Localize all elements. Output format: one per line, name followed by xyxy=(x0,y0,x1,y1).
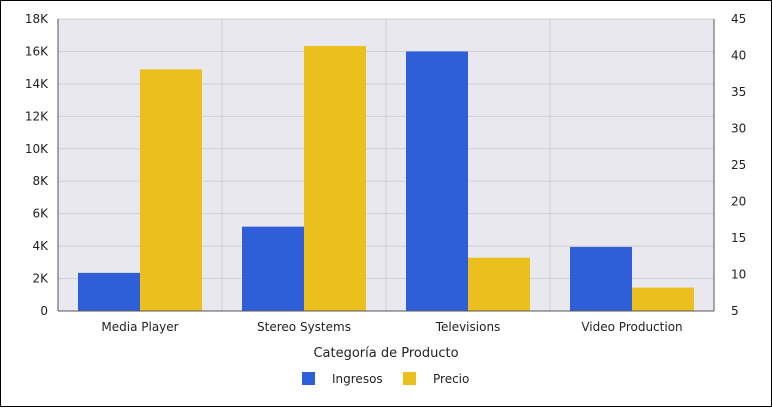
x-category-label: Media Player xyxy=(101,320,178,334)
x-category-label: Stereo Systems xyxy=(257,320,351,334)
y-tick-label: 12K xyxy=(25,109,49,123)
y2-tick-label: 45 xyxy=(731,12,746,26)
y2-tick-label: 25 xyxy=(731,158,746,172)
x-category-label: Video Production xyxy=(581,320,682,334)
bar-precio-stereo-systems xyxy=(304,46,366,311)
bar-ingresos-media-player xyxy=(78,272,140,311)
bar-precio-televisions xyxy=(468,257,530,311)
y2-tick-label: 20 xyxy=(731,195,746,209)
x-category-label: Televisions xyxy=(435,320,501,334)
y-tick-label: 0 xyxy=(40,304,48,318)
y-tick-label: 10K xyxy=(25,142,49,156)
y-tick-label: 6K xyxy=(32,207,49,221)
y2-tick-label: 15 xyxy=(731,231,746,245)
legend-swatch-precio xyxy=(403,372,416,385)
y2-tick-label: 35 xyxy=(731,85,746,99)
y2-tick-label: 40 xyxy=(731,49,746,63)
y2-tick-label: 5 xyxy=(731,304,739,318)
y-tick-label: 8K xyxy=(32,174,49,188)
bar-ingresos-stereo-systems xyxy=(242,226,304,311)
y-tick-label: 18K xyxy=(25,12,49,26)
bar-precio-media-player xyxy=(140,69,202,312)
legend-label-precio: Precio xyxy=(433,372,469,386)
y-tick-label: 16K xyxy=(25,44,49,58)
legend-swatch-ingresos xyxy=(302,372,315,385)
bar-precio-video-production xyxy=(632,287,694,311)
y2-tick-label: 30 xyxy=(731,122,746,136)
x-axis-title: Categoría de Producto xyxy=(313,346,458,361)
bar-ingresos-televisions xyxy=(406,51,468,311)
y-tick-label: 14K xyxy=(25,77,49,91)
bar-ingresos-video-production xyxy=(570,246,632,311)
y2-tick-label: 10 xyxy=(731,268,746,282)
y-tick-label: 2K xyxy=(32,272,49,286)
y-tick-label: 4K xyxy=(32,239,49,253)
legend-label-ingresos: Ingresos xyxy=(332,372,383,386)
